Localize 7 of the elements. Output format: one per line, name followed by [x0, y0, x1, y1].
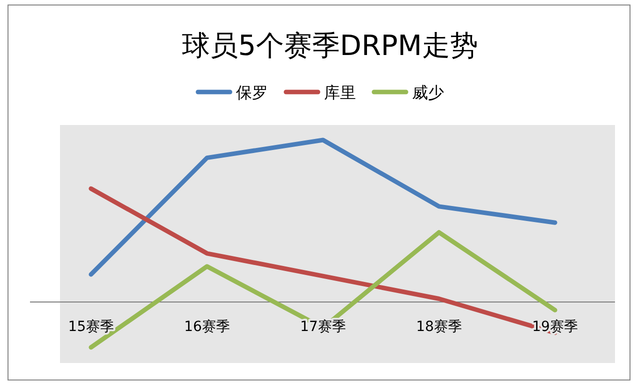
legend-label: 库里: [324, 83, 356, 102]
chart-title: 球员5个赛季DRPM走势: [182, 29, 478, 62]
x-tick-label: 16赛季: [184, 319, 230, 335]
legend-label: 保罗: [236, 83, 268, 102]
legend-label: 威少: [412, 83, 444, 102]
x-tick-label: 18赛季: [416, 319, 462, 335]
x-tick-label: 15赛季: [68, 319, 114, 335]
